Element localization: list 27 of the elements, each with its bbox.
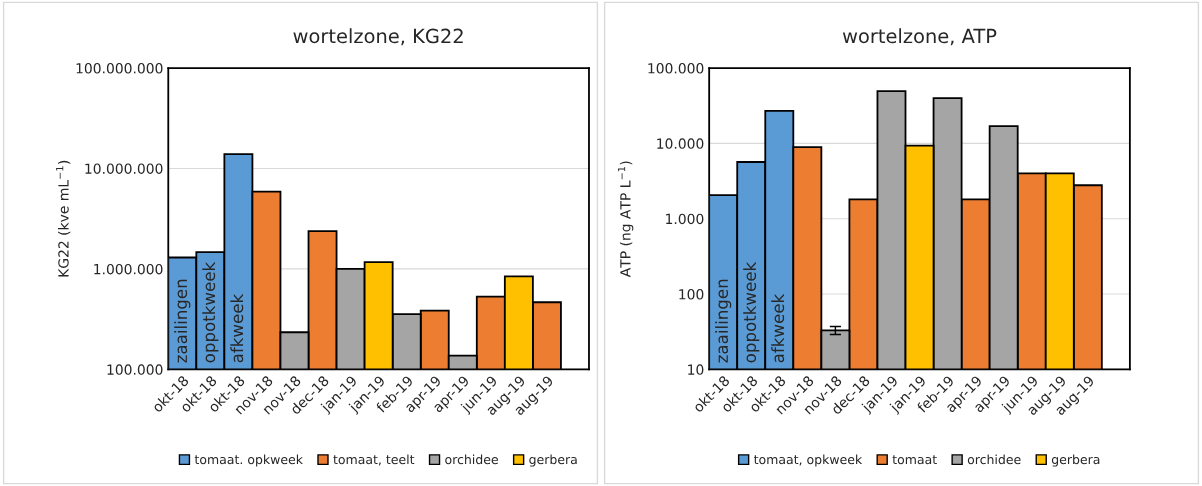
y-tick-label: 1.000: [666, 213, 704, 225]
annotation: afkweek: [230, 293, 244, 363]
y-tick-label: 100.000: [107, 364, 163, 375]
chart-title: wortelzone, ATP: [842, 28, 997, 46]
y-tick-label: 10.000: [657, 138, 704, 149]
legend-label: gerbera: [1051, 454, 1100, 467]
y-axis-title: KG22 (kve mL$^{−1}$): [56, 160, 71, 277]
annotation: afkweek: [771, 293, 785, 363]
annotation: zaailingen: [715, 279, 732, 363]
legend-label: tomaat, opkweek: [753, 454, 863, 467]
legend-label: orchidee: [445, 454, 498, 465]
y-tick-label: 100: [679, 289, 704, 300]
y-tick-label: 100.000.000: [76, 63, 163, 74]
annotation: zaailingen: [174, 279, 191, 363]
legend-label: tomaat, teelt: [333, 454, 415, 466]
legend-label: tomaat: [892, 455, 937, 465]
annotation: oppotkweek: [202, 261, 219, 363]
y-tick-label: 10.000.000: [85, 163, 163, 174]
y-tick-label: 10: [688, 364, 704, 375]
legend-label: tomaat. opkweek: [194, 454, 303, 467]
chart-title: wortelzone, KG22: [293, 28, 463, 46]
y-axis-title: ATP (ng ATP L$^{−1}$): [618, 161, 634, 278]
y-tick-label: 1.000.000: [94, 263, 163, 275]
legend-label: orchidee: [967, 454, 1021, 465]
annotation: oppotkweek: [743, 261, 760, 363]
legend-label: gerbera: [529, 454, 577, 467]
y-tick-label: 100.000: [648, 63, 704, 74]
